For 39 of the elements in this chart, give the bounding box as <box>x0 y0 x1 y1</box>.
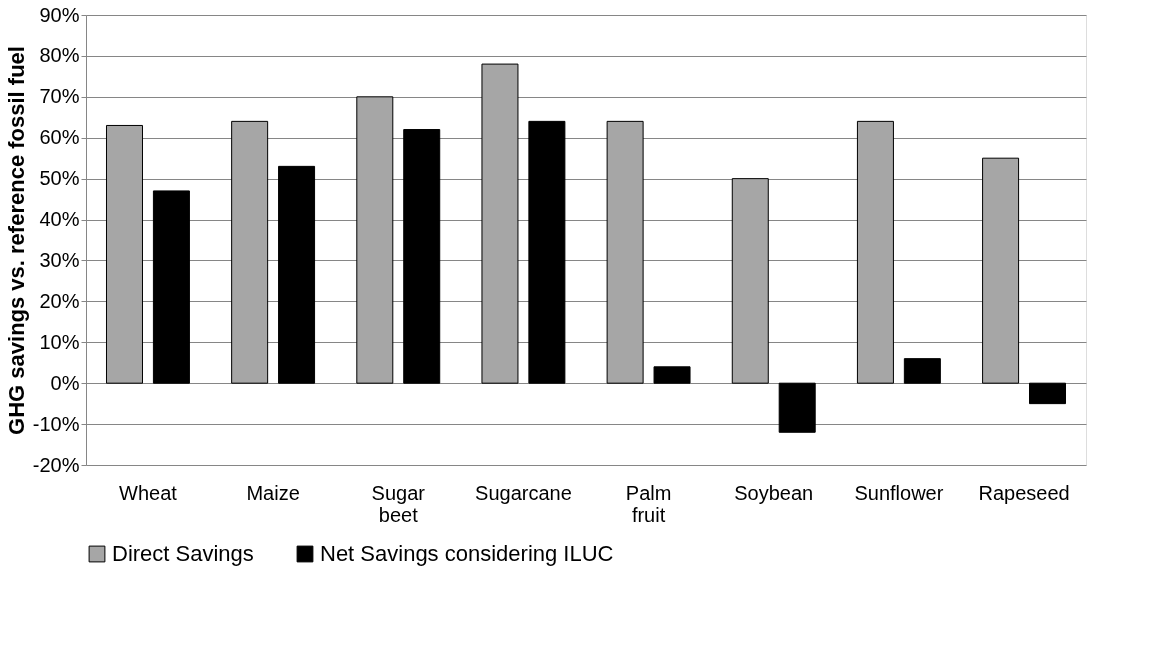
bar <box>982 157 1020 384</box>
y-tick-label: 60% <box>39 126 80 149</box>
bar <box>653 366 691 384</box>
bar <box>606 120 644 384</box>
bar <box>778 382 816 433</box>
bar <box>356 96 394 384</box>
bar <box>403 129 441 384</box>
y-tick-label: 70% <box>39 85 80 108</box>
x-tick-label: Wheat <box>119 481 178 504</box>
legend-label: Net Savings considering ILUC <box>320 541 614 566</box>
y-tick-label: 90% <box>39 3 80 26</box>
x-tick-label: Sugarcane <box>475 481 572 504</box>
bar <box>278 165 316 384</box>
y-axis-title: GHG savings vs. reference fossil fuel <box>3 46 29 435</box>
y-tick-label: 80% <box>39 44 80 67</box>
x-tick-label: Rapeseed <box>978 481 1070 504</box>
bar <box>105 124 143 384</box>
bar <box>1029 382 1067 405</box>
bar <box>903 358 941 384</box>
bar <box>731 178 769 384</box>
y-tick-label: -20% <box>32 453 80 476</box>
y-tick-label: 30% <box>39 248 80 271</box>
x-tick-label: Soybean <box>734 481 814 504</box>
x-tick-label: Maize <box>246 481 300 504</box>
y-tick-label: 0% <box>50 371 80 394</box>
legend-label: Direct Savings <box>112 541 254 566</box>
y-tick-label: -10% <box>32 412 80 435</box>
y-tick-label: 10% <box>39 330 80 353</box>
x-tick-label: Palm fruit <box>625 481 672 526</box>
bar <box>152 190 190 384</box>
y-tick-label: 20% <box>39 289 80 312</box>
bar <box>481 63 519 384</box>
bar <box>231 120 269 384</box>
y-tick-label: 50% <box>39 167 80 190</box>
y-tick-label: 40% <box>39 208 80 231</box>
x-tick-label: Sugar beet <box>371 481 426 526</box>
bar <box>528 120 566 384</box>
x-tick-label: Sunflower <box>854 481 944 504</box>
bar <box>856 120 894 384</box>
